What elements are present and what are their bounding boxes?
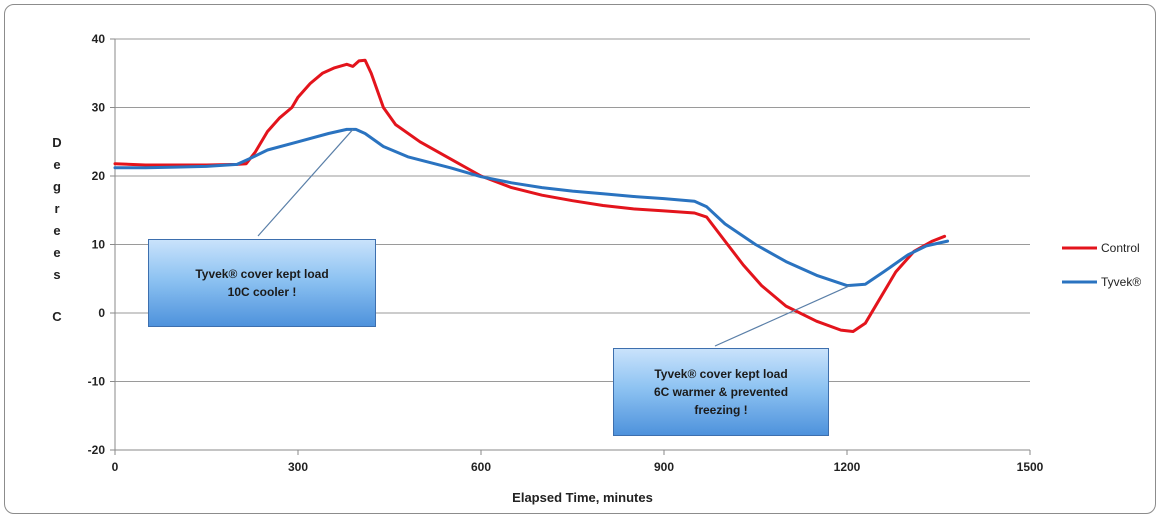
series-line-control	[113, 58, 947, 333]
y-tick-label: 20	[92, 169, 106, 183]
x-tick-label: 300	[288, 460, 308, 474]
series-lines	[113, 58, 950, 333]
annotation-line: 6C warmer & prevented	[653, 385, 789, 399]
annotation-line: Tyvek® cover kept load	[195, 267, 329, 281]
x-axis-title: Elapsed Time, minutes	[512, 490, 653, 505]
y-tick-label: 0	[98, 306, 105, 320]
annotation-callout-warmer: Tyvek® cover kept load 6C warmer & preven…	[613, 348, 829, 436]
y-axis-title-letter: g	[53, 179, 61, 194]
legend-label-tyvek: Tyvek®	[1101, 275, 1141, 289]
annotation-callout-cooler: Tyvek® cover kept load 10C cooler !	[148, 239, 376, 327]
y-tick-labels: -20 -10 0 10 20 30 40	[88, 32, 115, 457]
legend-label-control: Control	[1101, 241, 1140, 255]
y-tick-label: -10	[88, 375, 106, 389]
annotation-line: 10C cooler !	[227, 285, 297, 299]
y-axis-title-letter: C	[52, 309, 62, 324]
y-axis-title-letter: e	[53, 223, 60, 238]
y-axis-title-letter: e	[53, 157, 60, 172]
y-tick-label: 10	[92, 238, 106, 252]
x-tick-label: 1500	[1017, 460, 1044, 474]
y-axis-title-letter: s	[53, 267, 60, 282]
x-tick-labels: 0 300 600 900 1200 1500	[112, 450, 1044, 474]
annotation-line: Tyvek® cover kept load	[654, 367, 788, 381]
annotation-text: Tyvek® cover kept load 6C warmer & preven…	[654, 365, 788, 419]
y-axis-title-letter: D	[52, 135, 61, 150]
x-tick-label: 1200	[834, 460, 861, 474]
leader-line-1	[257, 129, 354, 237]
y-tick-label: -20	[88, 443, 106, 457]
y-tick-label: 40	[92, 32, 106, 46]
y-tick-label: 30	[92, 101, 106, 115]
legend: Control Tyvek®	[1062, 241, 1141, 289]
y-axis-title-letter: r	[54, 201, 59, 216]
series-line-tyvek	[113, 127, 950, 288]
x-tick-label: 0	[112, 460, 119, 474]
x-tick-label: 900	[654, 460, 674, 474]
callout-leader-lines	[257, 129, 851, 347]
annotation-text: Tyvek® cover kept load 10C cooler !	[195, 265, 328, 301]
gridlines	[115, 38, 1030, 382]
annotation-line: freezing !	[694, 403, 748, 417]
y-axis-title-letter: e	[53, 245, 60, 260]
leader-line-2	[714, 285, 851, 347]
x-tick-label: 600	[471, 460, 491, 474]
